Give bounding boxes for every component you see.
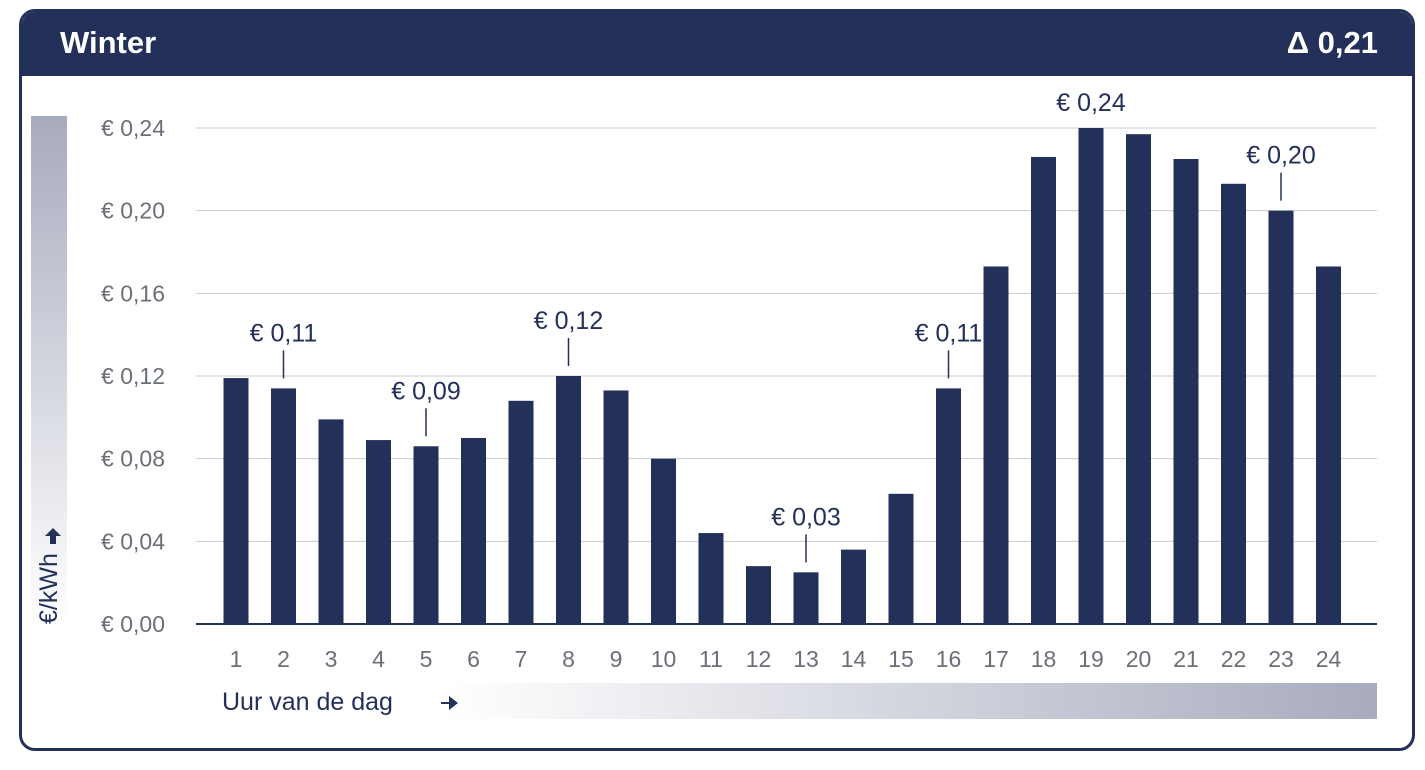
bar-hour-23: [1268, 210, 1294, 624]
bar-hour-14: [841, 549, 866, 624]
bar-hour-11: [698, 533, 724, 624]
y-tick-label: € 0,20: [101, 198, 165, 224]
bar-hour-10: [651, 458, 676, 624]
bar-hour-7: [508, 400, 534, 624]
x-tick-label: 11: [699, 646, 723, 672]
y-axis-label: €/kWh: [35, 553, 63, 624]
x-tick-label: 21: [1173, 646, 1199, 672]
x-tick-label: 15: [888, 646, 914, 672]
x-tick-label: 13: [793, 646, 819, 672]
bar-hour-1: [223, 378, 249, 624]
x-tick-label: 19: [1078, 646, 1104, 672]
bar-hour-16: [936, 388, 961, 624]
bar-hour-20: [1126, 134, 1151, 624]
y-axis-title: €/kWh: [35, 528, 63, 624]
x-tick-label: 7: [515, 646, 528, 672]
data-label: € 0,11: [250, 319, 318, 347]
x-tick-label: 8: [562, 646, 575, 672]
data-label: € 0,20: [1246, 142, 1316, 170]
bar-hour-6: [461, 438, 486, 624]
y-tick-label: € 0,08: [101, 446, 165, 472]
bar-hour-15: [888, 493, 914, 624]
data-label: € 0,12: [534, 307, 604, 335]
y-tick-label: € 0,04: [101, 528, 165, 554]
y-axis-gradient-band: [31, 116, 67, 624]
x-tick-label: 18: [1031, 646, 1057, 672]
bar-hour-9: [603, 390, 629, 624]
x-axis-label: Uur van de dag: [222, 688, 393, 716]
bar-hour-21: [1173, 159, 1199, 624]
bar-hour-5: [413, 446, 439, 624]
bar-hour-13: [793, 572, 819, 624]
x-tick-label: 17: [983, 646, 1009, 672]
x-tick-label: 5: [420, 646, 433, 672]
card-header: Winter Δ 0,21: [22, 12, 1412, 76]
x-tick-label: 4: [372, 646, 385, 672]
bar-hour-3: [318, 419, 344, 624]
x-tick-label: 16: [936, 646, 962, 672]
data-label: € 0,03: [771, 503, 841, 531]
y-tick-label: € 0,12: [101, 363, 165, 389]
x-tick-label: 24: [1316, 646, 1342, 672]
x-axis-gradient-band: [445, 683, 1377, 719]
bar-hour-8: [556, 376, 581, 624]
arrow-up-icon: [45, 528, 61, 544]
delta-value: Δ 0,21: [1286, 25, 1378, 60]
bar-hour-2: [271, 388, 296, 624]
x-tick-label: 14: [841, 646, 867, 672]
x-tick-label: 12: [746, 646, 772, 672]
y-tick-label: € 0,16: [101, 280, 165, 306]
x-tick-label: 3: [325, 646, 338, 672]
bar-hour-17: [983, 266, 1009, 624]
x-tick-label: 23: [1268, 646, 1294, 672]
x-tick-label: 10: [651, 646, 677, 672]
x-tick-label: 1: [230, 646, 243, 672]
bar-hour-18: [1031, 156, 1056, 624]
bar-hour-22: [1221, 183, 1246, 625]
bar-hour-19: [1078, 128, 1104, 624]
x-tick-label: 6: [467, 646, 480, 672]
data-label: € 0,24: [1056, 89, 1126, 117]
x-tick-label: 2: [277, 646, 290, 672]
x-tick-label: 9: [610, 646, 623, 672]
x-tick-label: 20: [1126, 646, 1152, 672]
bar-hour-4: [366, 440, 391, 624]
data-label: € 0,11: [915, 319, 983, 347]
y-tick-label: € 0,24: [101, 115, 165, 141]
x-tick-label: 22: [1221, 646, 1247, 672]
bar-hour-12: [746, 566, 771, 624]
card-title: Winter: [60, 25, 157, 60]
y-tick-label: € 0,00: [101, 611, 165, 637]
arrow-right-icon: [441, 696, 458, 710]
data-label: € 0,09: [391, 377, 461, 405]
bar-hour-24: [1316, 266, 1341, 624]
